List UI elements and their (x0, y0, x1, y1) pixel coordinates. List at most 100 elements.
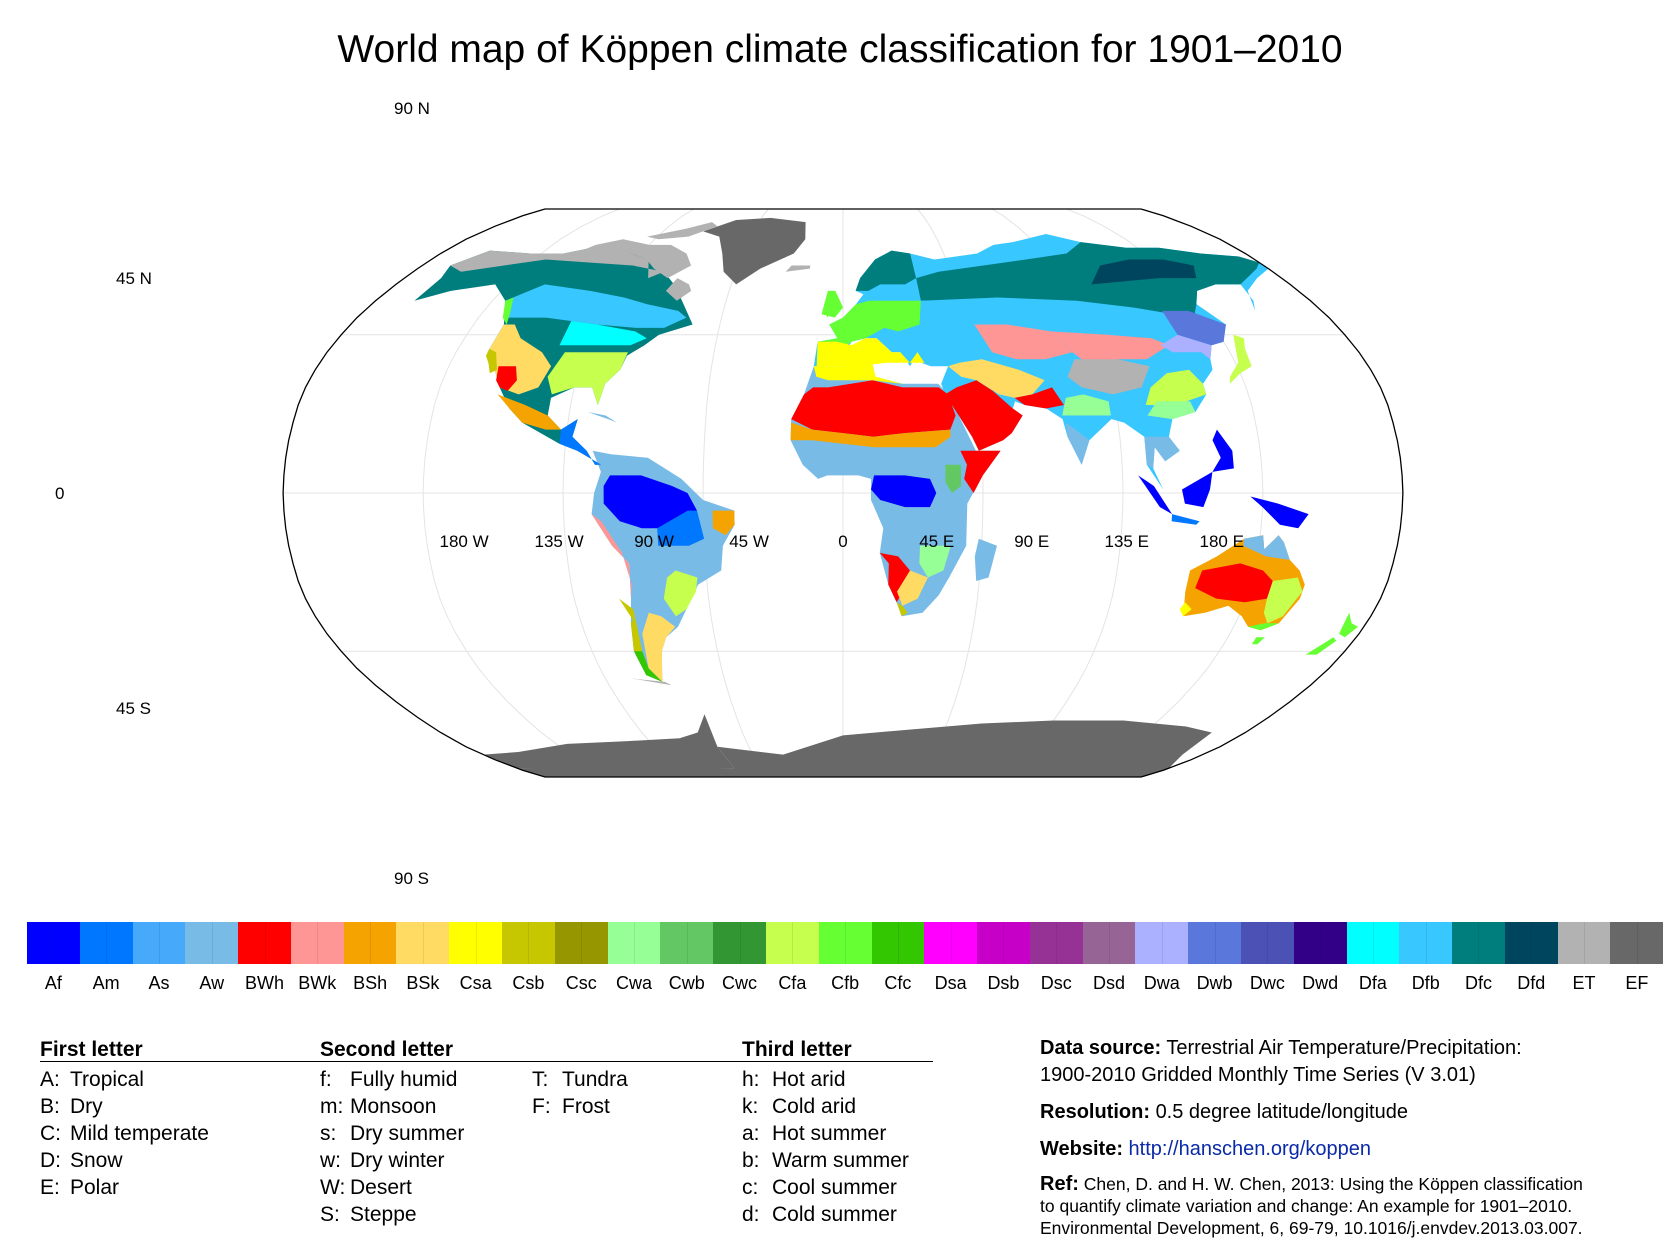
first-letter-key: C: (40, 1122, 61, 1145)
legend-swatch-cfc (871, 922, 925, 964)
legend-code-dwa: Dwa (1143, 973, 1180, 993)
legend-code-dfc: Dfc (1464, 973, 1492, 993)
third-letter-key: c: (742, 1176, 759, 1199)
climate-region-cfb (817, 300, 921, 349)
longitude-label: 180 W (439, 532, 489, 551)
second-letter-item: f: Fully humid (320, 1066, 464, 1093)
resolution-value: 0.5 degree latitude/longitude (1155, 1101, 1408, 1123)
second-letter-item: w: Dry winter (320, 1147, 464, 1174)
climate-region-cfb (1248, 623, 1279, 631)
first-letter-legend: First letter A: Tropical B: Dry C: Mild tempe… (40, 1036, 209, 1201)
legend-code-dsc: Dsc (1040, 973, 1072, 993)
legend-code-dfd: Dfd (1517, 973, 1546, 993)
longitude-label: 180 E (1199, 532, 1244, 551)
data-source-line2: 1900-2010 Gridded Monthly Time Series (V… (1040, 1064, 1476, 1086)
climate-region-aw (587, 412, 617, 423)
legend-swatch-aw (185, 922, 239, 964)
second-letter-key: W: (320, 1176, 346, 1199)
legend-swatch-dfb (1399, 922, 1453, 964)
third-letter-legend: Third letter h: Hot arid k: Cold arid a: Hot … (742, 1036, 909, 1228)
legend-code-aw: Aw (199, 973, 225, 993)
latitude-label: 90 S (394, 869, 429, 888)
climate-region-bsk (642, 612, 676, 682)
legend-swatch-bwh (238, 922, 291, 964)
legend-code-bsk: BSk (406, 973, 440, 993)
climate-region-et (665, 278, 692, 301)
climate-region-csa (1179, 602, 1192, 617)
legend-swatch-dsb (977, 922, 1030, 964)
climate-region-dfc (916, 242, 1260, 318)
climate-region-dwb (1162, 310, 1226, 346)
world-map (282, 208, 1404, 778)
third-letter-heading: Third letter (742, 1038, 852, 1061)
second-letter-value: Steppe (350, 1203, 417, 1226)
second-letter-item: W: Desert (320, 1174, 464, 1201)
legend-swatch-bwk (290, 922, 344, 964)
climate-region-et (631, 678, 672, 686)
second-letter-item: S: Steppe (320, 1201, 464, 1228)
longitude-label: 135 E (1104, 532, 1149, 551)
climate-region-et (647, 222, 718, 240)
third-letter-value: Cold arid (772, 1095, 857, 1118)
climate-region-cfa (1145, 369, 1207, 405)
graticule (283, 208, 1403, 778)
ref-label: Ref: (1040, 1173, 1079, 1195)
climate-region-bwk (1050, 331, 1169, 367)
legend-swatch-csb (502, 922, 555, 964)
climate-region-bwh (960, 450, 1001, 493)
climate-region-bwh (1014, 387, 1064, 409)
second-letter-extra-value: Tundra (562, 1068, 628, 1091)
third-letter-value: Hot arid (772, 1068, 846, 1091)
first-letter-item: B: Dry (40, 1093, 209, 1120)
climate-region-bsk (897, 570, 928, 606)
first-letter-key: A: (40, 1068, 60, 1091)
legend-code-dwd: Dwd (1302, 973, 1339, 993)
climate-region-csa (813, 362, 903, 384)
resolution-label: Resolution: (1040, 1101, 1150, 1123)
latitude-label: 0 (55, 484, 65, 503)
second-letter-extra-value: Frost (562, 1095, 610, 1118)
legend-swatch-dwd (1293, 922, 1347, 964)
climate-region-et (785, 265, 811, 272)
climate-region-ef (517, 720, 1212, 777)
climate-region-dfb (505, 284, 687, 328)
second-letter-key: f: (320, 1068, 332, 1091)
legend-code-cwb: Cwb (668, 973, 705, 993)
second-letter-value: Desert (350, 1176, 412, 1199)
climate-region-am (657, 510, 705, 546)
second-letter-item: m: Monsoon (320, 1093, 464, 1120)
data-source-line1: Terrestrial Air Temperature/Precipitatio… (1166, 1037, 1522, 1059)
third-letter-key: a: (742, 1122, 760, 1145)
website: Website: http://hanschen.org/koppen (1040, 1136, 1680, 1163)
ref-line3: Environmental Development, 6, 69-79, 10.… (1040, 1218, 1583, 1238)
first-letter-item: A: Tropical (40, 1066, 209, 1093)
ref-line1: Chen, D. and H. W. Chen, 2013: Using the… (1083, 1174, 1583, 1194)
climate-region-ef (483, 714, 735, 771)
second-letter-value: Monsoon (350, 1095, 437, 1118)
climate-region-am (559, 419, 602, 465)
climate-region-dfc (414, 244, 693, 465)
legend-swatch-dwa (1135, 922, 1189, 964)
first-letter-value: Snow (70, 1149, 123, 1172)
website-link[interactable]: http://hanschen.org/koppen (1128, 1138, 1371, 1160)
legend-code-cwc: Cwc (722, 973, 758, 993)
climate-region-et (1067, 359, 1150, 395)
first-letter-key: D: (40, 1149, 61, 1172)
climate-region-cfa (1229, 334, 1252, 384)
legend-code-bwh: BWh (245, 973, 285, 993)
climate-region-af (1250, 496, 1309, 529)
second-letter-key: w: (320, 1149, 341, 1172)
legend-color-bar (27, 922, 1664, 964)
legend-swatch-cwc (713, 922, 766, 964)
legend-swatch-dfd (1504, 922, 1558, 964)
third-letter-item: h: Hot arid (742, 1066, 909, 1093)
first-letter-value: Mild temperate (70, 1122, 209, 1145)
website-label: Website: (1040, 1138, 1123, 1160)
third-letter-key: b: (742, 1149, 760, 1172)
third-letter-value: Warm summer (772, 1149, 909, 1172)
climate-region-af (603, 475, 697, 529)
legend-swatch-cwa (607, 922, 661, 964)
data-source: Data source: Terrestrial Air Temperature… (1040, 1035, 1680, 1089)
info-panel: Data source: Terrestrial Air Temperature… (1040, 1035, 1680, 1249)
climate-region-cfb (1251, 637, 1265, 645)
